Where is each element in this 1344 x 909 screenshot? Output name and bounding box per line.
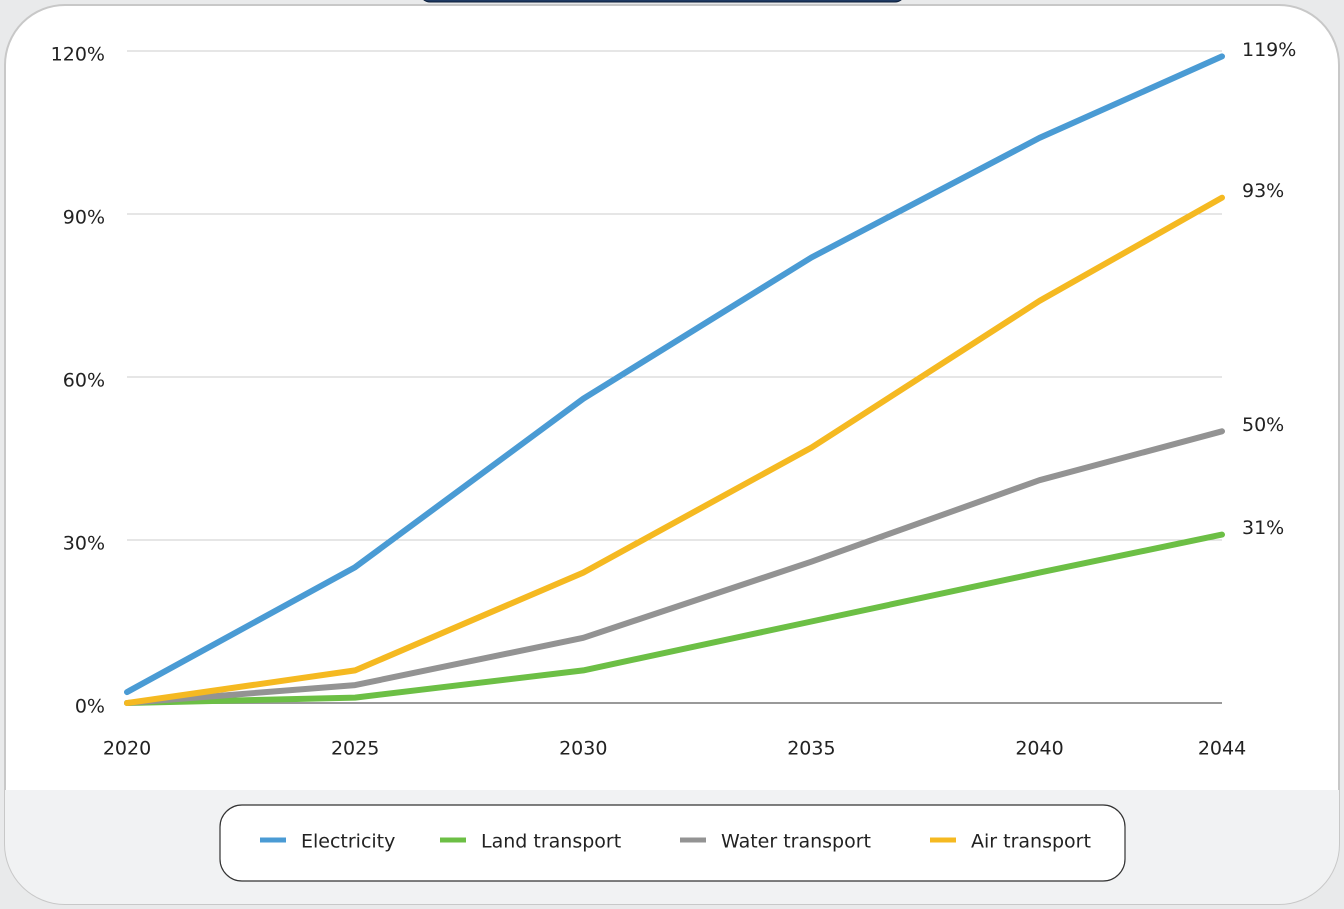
legend-label: Electricity — [301, 831, 395, 853]
series-line — [124, 53, 1225, 696]
x-tick-label: 2035 — [787, 738, 835, 760]
labels: 0% 30% 60% 90% 120% 2020 2025 2030 2035 2040 2044 1… — [51, 39, 1297, 853]
series-line — [124, 428, 1225, 706]
x-tick-label: 2030 — [559, 738, 607, 760]
x-tick-label: 2040 — [1015, 738, 1063, 760]
x-tick-label: 2020 — [103, 738, 151, 760]
y-tick-label: 0% — [75, 696, 105, 718]
header-tab — [423, 0, 902, 3]
legend-label: Water transport — [721, 831, 871, 853]
grid — [127, 50, 1222, 704]
y-tick-label: 60% — [63, 370, 105, 392]
value-label: 50% — [1242, 414, 1284, 436]
series-line — [124, 194, 1225, 706]
legend-label: Land transport — [481, 831, 621, 853]
series-line — [124, 531, 1225, 706]
value-label: 119% — [1242, 39, 1296, 61]
y-tick-label: 90% — [63, 207, 105, 229]
value-label: 31% — [1242, 517, 1284, 539]
y-tick-label: 30% — [63, 533, 105, 555]
y-tick-label: 120% — [51, 44, 105, 66]
x-tick-label: 2044 — [1198, 738, 1246, 760]
legend-box — [219, 804, 1126, 882]
legend-label: Air transport — [971, 831, 1091, 853]
value-label: 93% — [1242, 180, 1284, 202]
x-tick-label: 2025 — [331, 738, 379, 760]
lines — [124, 53, 1225, 706]
